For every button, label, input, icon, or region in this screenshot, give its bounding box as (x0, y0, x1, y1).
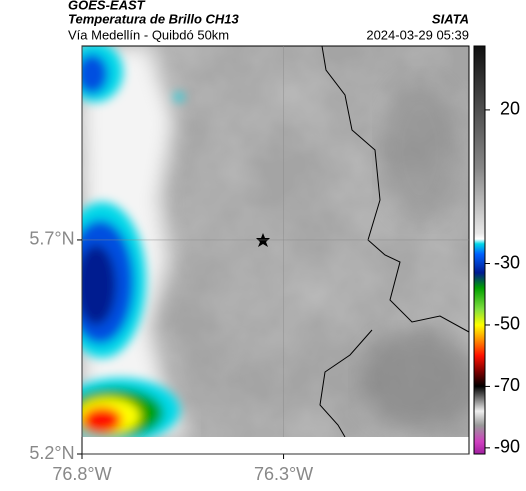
route: Vía Medellín - Quibdó 50km (68, 27, 229, 42)
x-tick-label: 76.3°W (254, 464, 313, 484)
colorbar-label: 20 (500, 99, 520, 119)
y-tick-label: 5.2°N (29, 443, 74, 463)
x-tick-label: 76.8°W (52, 464, 111, 484)
colorbar-label: -30 (494, 252, 520, 272)
timestamp: 2024-03-29 05:39 (366, 27, 469, 42)
satellite-image (82, 46, 469, 437)
colorbar-label: -90 (494, 437, 520, 457)
source: SIATA (432, 11, 469, 26)
colorbar-label: -50 (494, 314, 520, 334)
colorbar (473, 45, 486, 455)
y-tick-label: 5.7°N (29, 229, 74, 249)
title: GOES-EAST (68, 0, 146, 12)
colorbar-label: -70 (494, 375, 520, 395)
product: Temperatura de Brillo CH13 (68, 11, 240, 26)
